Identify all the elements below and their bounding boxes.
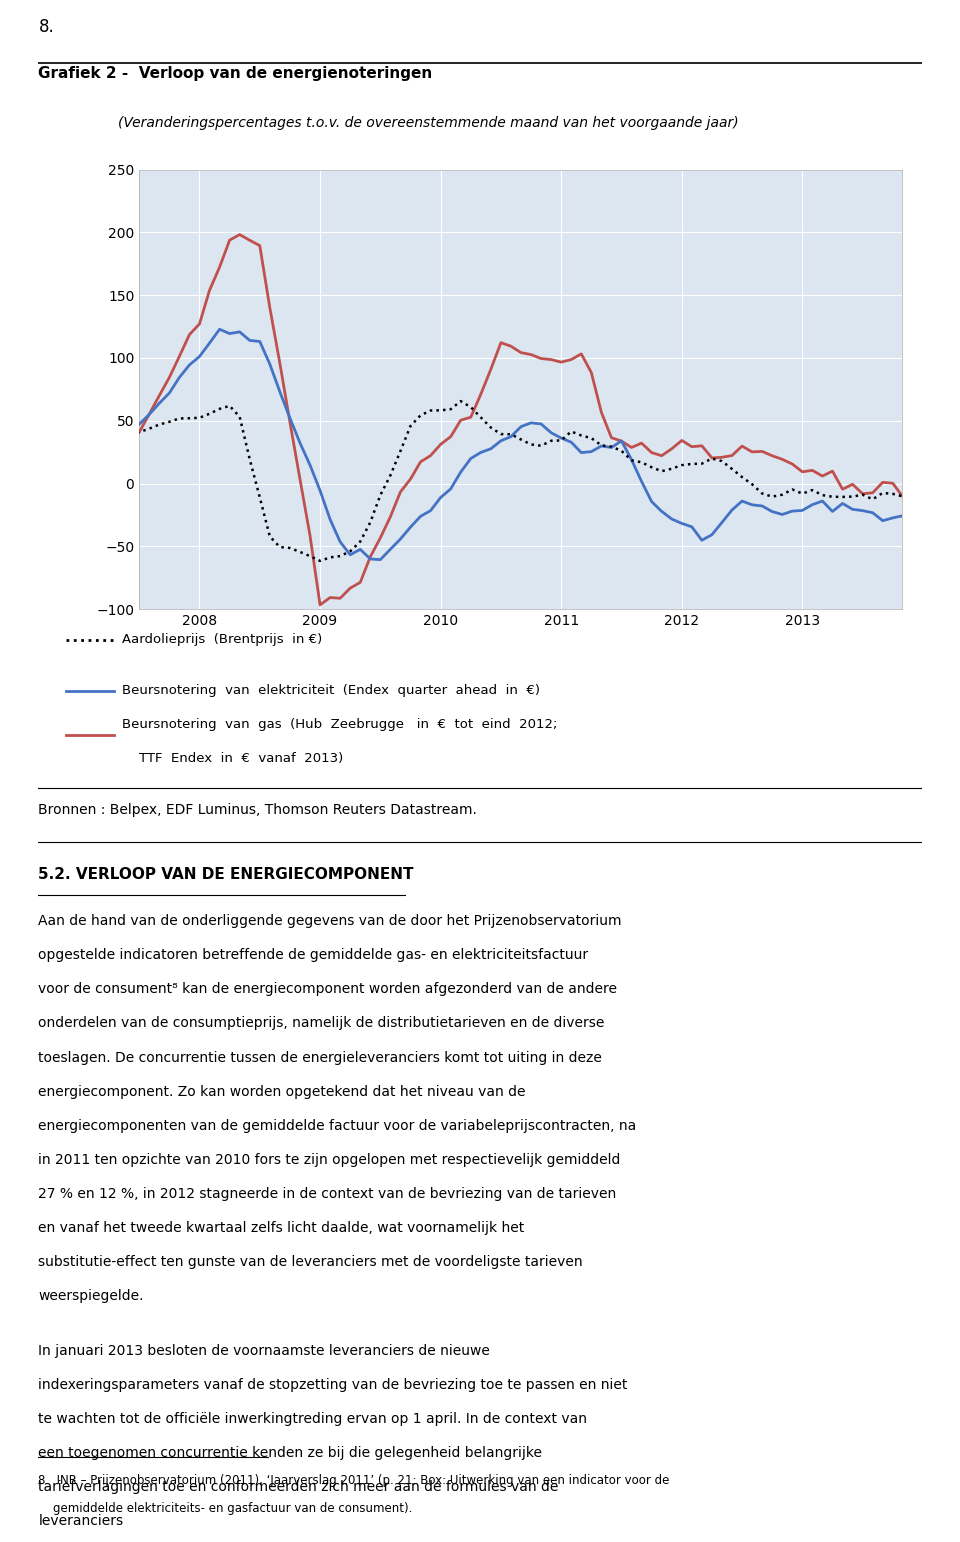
Text: 8   INR – Prijzenobservatorium (2011), ‘Jaarverslag 2011’ (p. 21: Box: Uitwerkin: 8 INR – Prijzenobservatorium (2011), ‘Ja… [38, 1474, 670, 1486]
Text: weerspiegelde.: weerspiegelde. [38, 1289, 144, 1303]
Text: Beursnotering  van  gas  (Hub  Zeebrugge   in  €  tot  eind  2012;: Beursnotering van gas (Hub Zeebrugge in … [122, 719, 558, 731]
Text: voor de consument⁸ kan de energiecomponent worden afgezonderd van de andere: voor de consument⁸ kan de energiecompone… [38, 982, 617, 996]
Text: tariefverlagingen toe en conformeerden zich meer aan de formules van de: tariefverlagingen toe en conformeerden z… [38, 1480, 559, 1494]
Text: indexeringsparameters vanaf de stopzetting van de bevriezing toe te passen en ni: indexeringsparameters vanaf de stopzetti… [38, 1379, 628, 1392]
Text: Grafiek 2 -  Verloop van de energienoteringen: Grafiek 2 - Verloop van de energienoteri… [38, 66, 433, 82]
Text: Aan de hand van de onderliggende gegevens van de door het Prijzenobservatorium: Aan de hand van de onderliggende gegeven… [38, 914, 622, 928]
Text: toeslagen. De concurrentie tussen de energieleveranciers komt tot uiting in deze: toeslagen. De concurrentie tussen de ene… [38, 1050, 602, 1064]
Text: opgestelde indicatoren betreffende de gemiddelde gas- en elektriciteitsfactuur: opgestelde indicatoren betreffende de ge… [38, 948, 588, 962]
Text: leveranciers: leveranciers [38, 1514, 124, 1528]
Text: Beursnotering  van  elektriciteit  (Endex  quarter  ahead  in  €): Beursnotering van elektriciteit (Endex q… [122, 685, 540, 697]
Text: energiecomponent. Zo kan worden opgetekend dat het niveau van de: energiecomponent. Zo kan worden opgeteke… [38, 1084, 526, 1098]
Text: gemiddelde elektriciteits- en gasfactuur van de consument).: gemiddelde elektriciteits- en gasfactuur… [38, 1502, 413, 1514]
Text: 8.: 8. [38, 19, 54, 35]
Text: Aardolieprijs  (Brentprijs  in €): Aardolieprijs (Brentprijs in €) [122, 634, 323, 646]
Text: (Veranderingspercentages t.o.v. de overeenstemmende maand van het voorgaande jaa: (Veranderingspercentages t.o.v. de overe… [118, 116, 738, 130]
Text: te wachten tot de officiële inwerkingtreding ervan op 1 april. In de context van: te wachten tot de officiële inwerkingtre… [38, 1412, 588, 1426]
Text: substitutie-effect ten gunste van de leveranciers met de voordeligste tarieven: substitutie-effect ten gunste van de lev… [38, 1255, 583, 1269]
Text: TTF  Endex  in  €  vanaf  2013): TTF Endex in € vanaf 2013) [122, 752, 344, 765]
Text: In januari 2013 besloten de voornaamste leveranciers de nieuwe: In januari 2013 besloten de voornaamste … [38, 1343, 491, 1359]
Text: 5.2. VERLOOP VAN DE ENERGIECOMPONENT: 5.2. VERLOOP VAN DE ENERGIECOMPONENT [38, 867, 414, 882]
Text: een toegenomen concurrentie kenden ze bij die gelegenheid belangrijke: een toegenomen concurrentie kenden ze bi… [38, 1446, 542, 1460]
Text: 27 % en 12 %, in 2012 stagneerde in de context van de bevriezing van de tarieven: 27 % en 12 %, in 2012 stagneerde in de c… [38, 1187, 616, 1201]
Text: energiecomponenten van de gemiddelde factuur voor de variabeleprijscontracten, n: energiecomponenten van de gemiddelde fac… [38, 1119, 636, 1133]
Text: en vanaf het tweede kwartaal zelfs licht daalde, wat voornamelijk het: en vanaf het tweede kwartaal zelfs licht… [38, 1221, 525, 1235]
Text: Bronnen : Belpex, EDF Luminus, Thomson Reuters Datastream.: Bronnen : Belpex, EDF Luminus, Thomson R… [38, 803, 477, 817]
Text: in 2011 ten opzichte van 2010 fors te zijn opgelopen met respectievelijk gemidde: in 2011 ten opzichte van 2010 fors te zi… [38, 1153, 621, 1167]
Text: onderdelen van de consumptieprijs, namelijk de distributietarieven en de diverse: onderdelen van de consumptieprijs, namel… [38, 1016, 605, 1030]
